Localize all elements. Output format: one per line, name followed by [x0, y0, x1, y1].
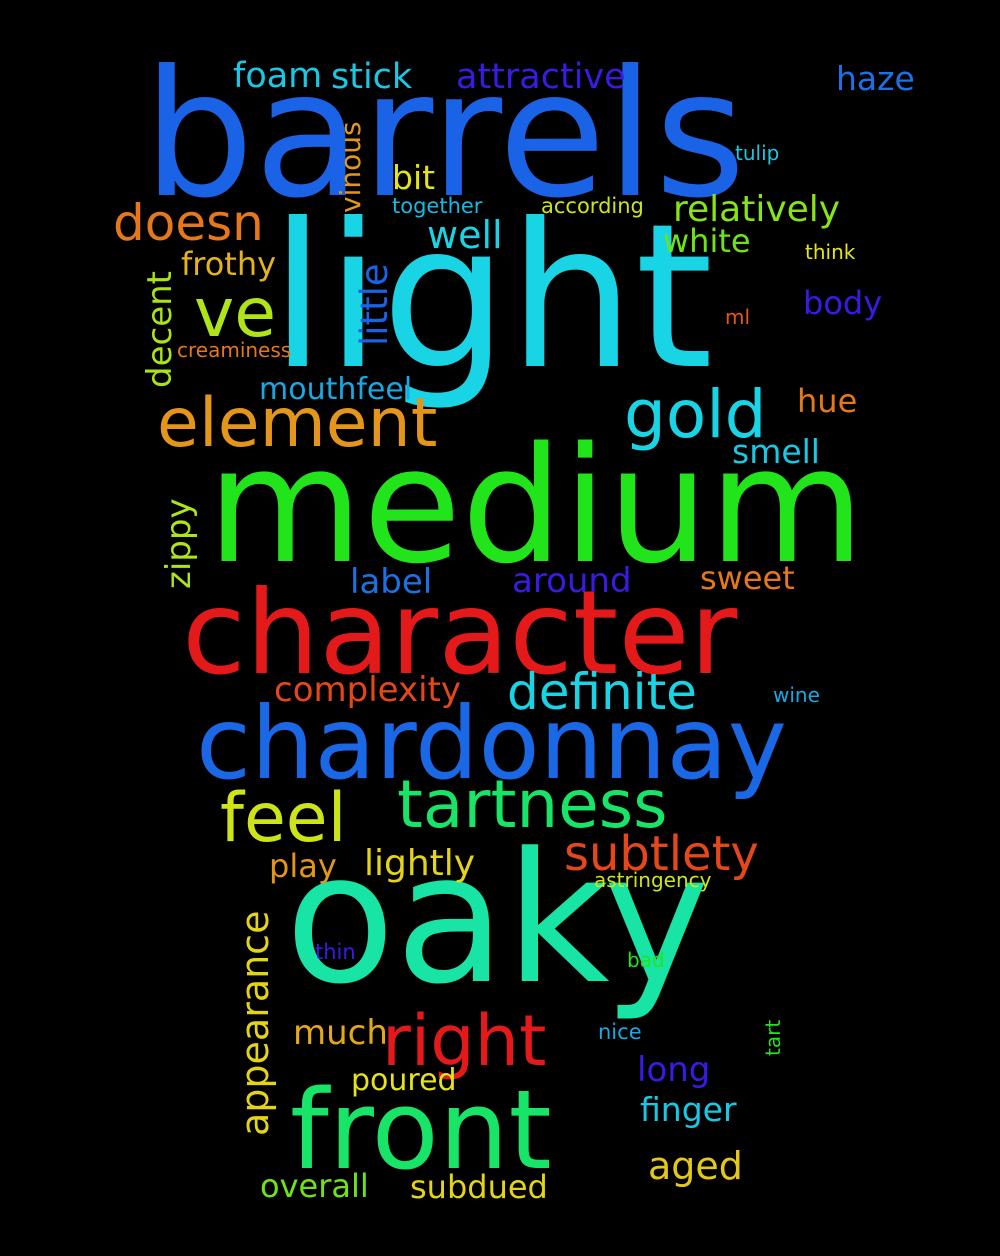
word-think: think — [805, 240, 856, 264]
word-nice: nice — [598, 1020, 642, 1044]
word-ve: ve — [194, 274, 277, 353]
word-smell: smell — [732, 432, 820, 471]
word-lightly: lightly — [364, 843, 476, 884]
word-overall: overall — [260, 1167, 369, 1205]
word-character: character — [182, 566, 738, 701]
word-according: according — [541, 194, 644, 218]
word-well: well — [427, 213, 503, 257]
word-zippy: zippy — [159, 498, 199, 589]
word-finger: finger — [640, 1090, 737, 1129]
word-element: element — [157, 384, 438, 463]
word-subdued: subdued — [410, 1168, 548, 1206]
word-astringency: astringency — [594, 868, 712, 892]
word-haze: haze — [836, 59, 915, 98]
word-little: little — [353, 263, 396, 346]
word-white: white — [663, 222, 751, 260]
word-tartness: tartness — [397, 766, 668, 843]
word-much: much — [293, 1013, 388, 1053]
word-bad: bad — [627, 948, 665, 972]
word-aged: aged — [648, 1144, 743, 1188]
word-subtlety: subtlety — [564, 826, 759, 882]
word-vinous: vinous — [334, 121, 367, 213]
word-around: around — [512, 561, 632, 601]
word-play: play — [269, 847, 337, 885]
word-frothy: frothy — [181, 245, 277, 283]
word-attractive: attractive — [456, 57, 626, 97]
word-together: together — [392, 194, 483, 218]
word-foam: foam — [233, 56, 323, 96]
word-decent: decent — [140, 271, 180, 388]
word-tart: tart — [761, 1019, 785, 1056]
word-bit: bit — [392, 158, 436, 197]
word-sweet: sweet — [700, 559, 795, 597]
word-poured: poured — [351, 1063, 457, 1098]
word-complexity: complexity — [274, 670, 461, 710]
word-tulip: tulip — [735, 141, 780, 165]
word-ml: ml — [725, 305, 751, 329]
word-feel: feel — [220, 779, 347, 858]
word-right: right — [382, 1000, 547, 1082]
word-front: front — [290, 1066, 552, 1194]
word-light: light — [270, 181, 714, 414]
word-body: body — [803, 284, 883, 322]
word-gold: gold — [624, 376, 767, 453]
word-oaky: oaky — [285, 815, 710, 1024]
word-doesn: doesn — [113, 194, 264, 252]
word-chardonnay: chardonnay — [196, 685, 787, 802]
word-appearance: appearance — [233, 910, 277, 1136]
word-long: long — [637, 1050, 711, 1090]
word-mouthfeel: mouthfeel — [259, 372, 413, 407]
word-label: label — [350, 562, 433, 602]
word-hue: hue — [797, 382, 858, 420]
word-barrels: barrels — [143, 34, 746, 237]
word-thin: thin — [315, 940, 356, 964]
word-wine: wine — [773, 683, 820, 707]
word-definite: definite — [507, 663, 697, 721]
word-relatively: relatively — [673, 189, 841, 230]
word-stick: stick — [331, 57, 413, 97]
word-creaminess: creaminess — [177, 338, 292, 362]
word-medium: medium — [207, 412, 865, 599]
